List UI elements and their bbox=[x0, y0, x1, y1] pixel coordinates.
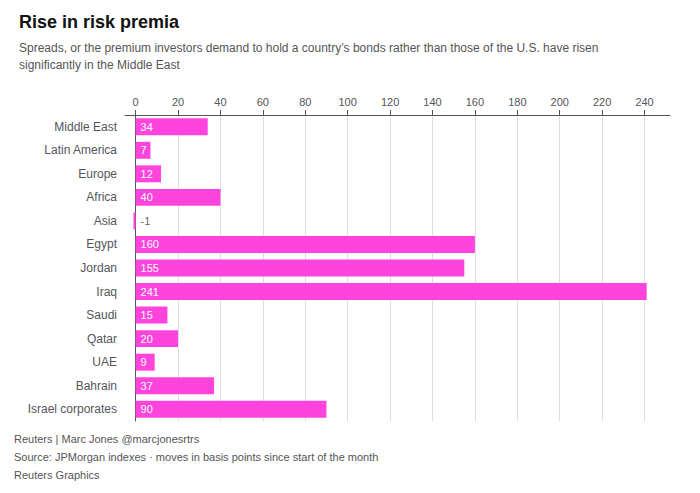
svg-text:Source: JPMorgan indexes · mov: Source: JPMorgan indexes · moves in basi… bbox=[14, 451, 378, 463]
svg-text:Bahrain: Bahrain bbox=[76, 379, 117, 393]
svg-text:140: 140 bbox=[423, 96, 441, 108]
svg-text:Egypt: Egypt bbox=[86, 237, 117, 251]
svg-text:40: 40 bbox=[141, 191, 153, 203]
svg-text:20: 20 bbox=[172, 96, 184, 108]
svg-text:Asia: Asia bbox=[94, 214, 118, 228]
svg-text:40: 40 bbox=[214, 96, 226, 108]
svg-text:7: 7 bbox=[141, 144, 147, 156]
svg-text:241: 241 bbox=[141, 286, 159, 298]
svg-text:155: 155 bbox=[141, 262, 159, 274]
svg-text:160: 160 bbox=[466, 96, 484, 108]
svg-text:180: 180 bbox=[508, 96, 526, 108]
svg-text:20: 20 bbox=[141, 333, 153, 345]
svg-text:Africa: Africa bbox=[86, 190, 117, 204]
svg-text:80: 80 bbox=[299, 96, 311, 108]
svg-text:Israel corporates: Israel corporates bbox=[28, 402, 117, 416]
svg-text:37: 37 bbox=[141, 380, 153, 392]
svg-text:-1: -1 bbox=[141, 215, 151, 227]
svg-text:Jordan: Jordan bbox=[80, 261, 117, 275]
svg-text:Iraq: Iraq bbox=[96, 285, 117, 299]
svg-text:60: 60 bbox=[257, 96, 269, 108]
svg-text:Middle East: Middle East bbox=[54, 120, 117, 134]
svg-text:100: 100 bbox=[338, 96, 356, 108]
svg-text:Latin America: Latin America bbox=[44, 143, 117, 157]
svg-text:15: 15 bbox=[141, 309, 153, 321]
svg-text:Qatar: Qatar bbox=[87, 332, 117, 346]
svg-text:UAE: UAE bbox=[92, 355, 117, 369]
svg-text:90: 90 bbox=[141, 403, 153, 415]
svg-text:Europe: Europe bbox=[78, 167, 117, 181]
svg-text:120: 120 bbox=[381, 96, 399, 108]
svg-text:220: 220 bbox=[593, 96, 611, 108]
svg-text:Reuters Graphics: Reuters Graphics bbox=[14, 469, 100, 481]
svg-text:Spreads, or the premium invest: Spreads, or the premium investors demand… bbox=[19, 41, 598, 55]
svg-text:Saudi: Saudi bbox=[86, 308, 117, 322]
svg-text:Rise in risk premia: Rise in risk premia bbox=[19, 12, 180, 32]
svg-text:Reuters | Marc Jones @marcjone: Reuters | Marc Jones @marcjonesrtrs bbox=[14, 433, 200, 445]
svg-text:160: 160 bbox=[141, 238, 159, 250]
svg-text:significantly in the Middle Ea: significantly in the Middle East bbox=[19, 58, 180, 72]
svg-text:12: 12 bbox=[141, 168, 153, 180]
svg-text:240: 240 bbox=[635, 96, 653, 108]
svg-text:9: 9 bbox=[141, 356, 147, 368]
svg-text:0: 0 bbox=[133, 96, 139, 108]
svg-text:34: 34 bbox=[141, 121, 153, 133]
svg-text:200: 200 bbox=[551, 96, 569, 108]
